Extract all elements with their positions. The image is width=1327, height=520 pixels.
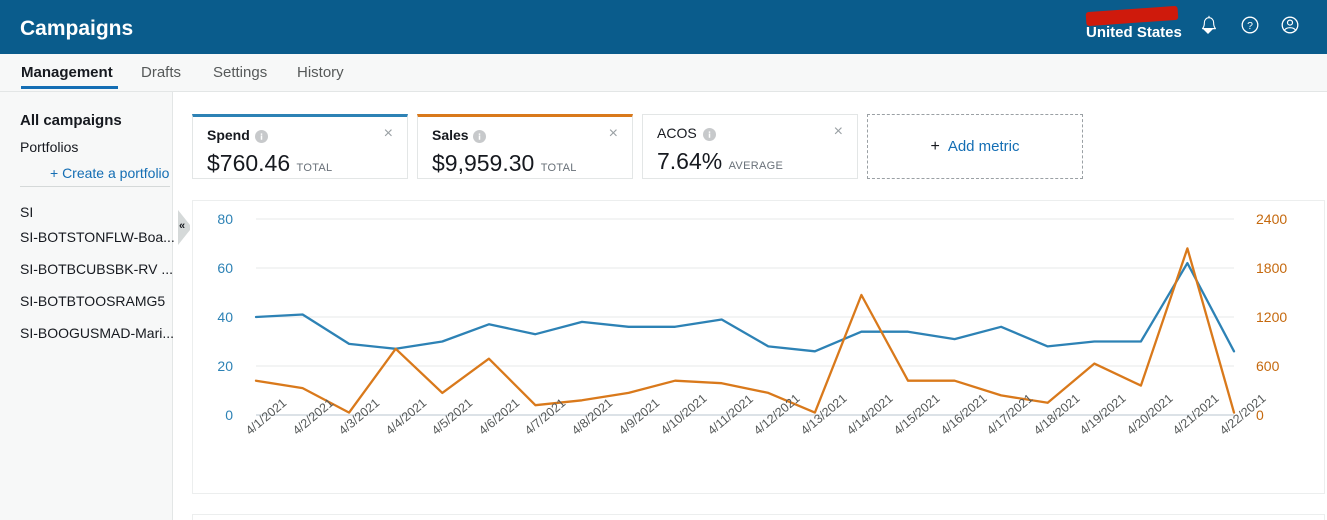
svg-text:20: 20 (217, 358, 233, 374)
svg-text:1800: 1800 (1256, 260, 1287, 276)
svg-text:40: 40 (217, 309, 233, 325)
svg-text:60: 60 (217, 260, 233, 276)
svg-text:?: ? (1247, 20, 1253, 32)
svg-text:600: 600 (1256, 358, 1280, 374)
svg-text:80: 80 (217, 211, 233, 227)
svg-text:1200: 1200 (1256, 309, 1287, 325)
svg-text:0: 0 (225, 407, 233, 423)
svg-text:2400: 2400 (1256, 211, 1287, 227)
